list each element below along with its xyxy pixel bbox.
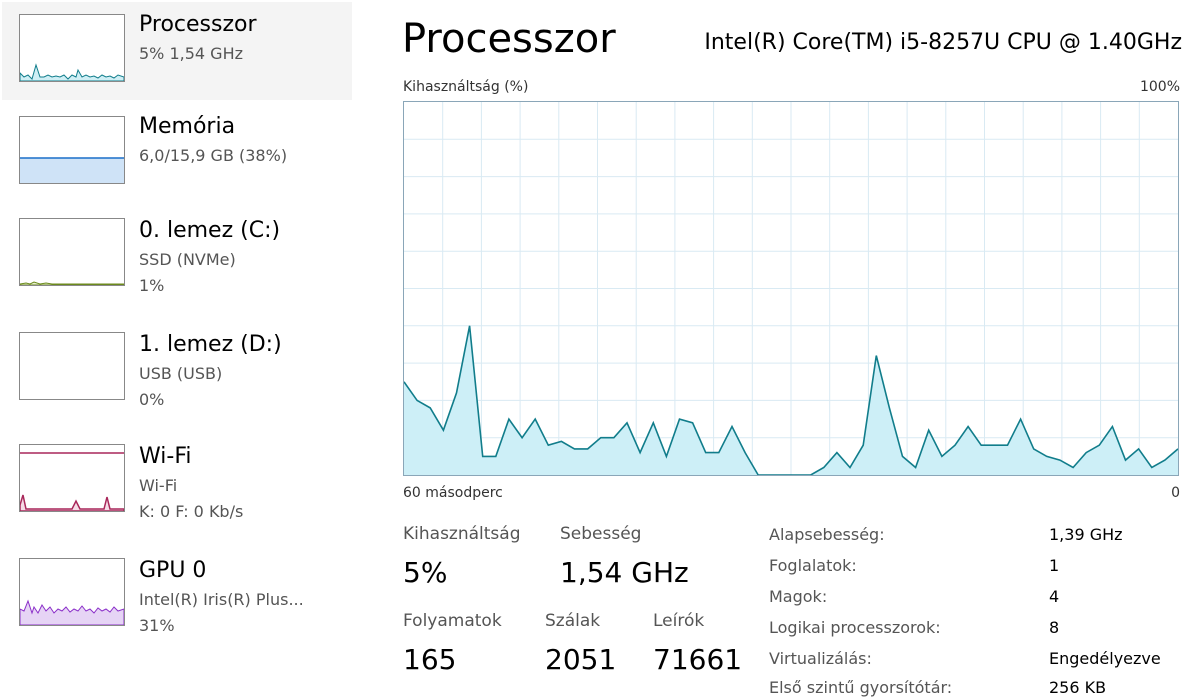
cpu-utilization-graph <box>403 101 1179 476</box>
detail-value: 1,39 GHz <box>1049 525 1123 544</box>
sidebar-subtitle: 5% 1,54 GHz <box>139 44 244 63</box>
gpu-mini-area <box>20 599 124 625</box>
sidebar-subtitle: SSD (NVMe) <box>139 250 236 269</box>
page-title: Processzor <box>402 16 616 62</box>
stat-speed-value: 1,54 GHz <box>560 556 689 589</box>
stat-utilization-label: Kihasználtság <box>403 524 521 544</box>
detail-value: 1 <box>1049 556 1060 575</box>
sidebar-subtitle: USB (USB) <box>139 364 223 383</box>
sidebar-item-gpu[interactable]: GPU 0 Intel(R) Iris(R) Plus... 31% <box>2 546 352 644</box>
gpu-mini-chart <box>20 599 124 625</box>
gpu-thumbnail-graph <box>19 558 125 626</box>
processzor-mini-chart <box>20 63 124 81</box>
lemez-c-thumbnail-graph <box>19 218 125 286</box>
cpu-utilization-chart <box>404 102 1178 475</box>
processzor-mini-area <box>20 63 124 81</box>
detail-value: Engedélyezve <box>1049 649 1161 668</box>
memoria-mini-chart <box>20 157 124 183</box>
detail-label: Első szintű gyorsítótár: <box>769 678 953 697</box>
stat-handles-value: 71661 <box>653 643 743 676</box>
sidebar-title: Memória <box>139 114 236 139</box>
sidebar-title: Wi-Fi <box>139 444 192 469</box>
sidebar-subtitle: 0% <box>139 390 165 409</box>
detail-value: 256 KB <box>1049 678 1107 697</box>
graph-grid <box>404 102 1178 475</box>
sidebar-subtitle: Wi-Fi <box>139 476 178 495</box>
lemez-c-mini-area <box>20 281 124 285</box>
cpu-model-name: Intel(R) Core(TM) i5-8257U CPU @ 1.40GHz <box>704 30 1182 55</box>
stat-processes-value: 165 <box>403 643 457 676</box>
detail-value: 4 <box>1049 587 1060 606</box>
detail-label: Alapsebesség: <box>769 525 885 544</box>
cpu-utilization-line <box>404 325 1178 475</box>
wifi-mini-area <box>20 494 124 511</box>
detail-label: Logikai processzorok: <box>769 618 941 637</box>
sidebar-subtitle: Intel(R) Iris(R) Plus... <box>139 590 304 609</box>
stat-utilization-value: 5% <box>403 556 448 589</box>
wifi-thumbnail-graph <box>19 444 125 512</box>
graph-y-label: Kihasználtság (%) <box>403 79 529 95</box>
cpu-utilization-area <box>404 325 1178 475</box>
sidebar-subtitle: 31% <box>139 616 175 635</box>
sidebar-item-memoria[interactable]: Memória 6,0/15,9 GB (38%) <box>2 104 352 202</box>
graph-time-span-label: 60 másodperc <box>403 485 503 501</box>
sidebar-item-lemez-d[interactable]: 1. lemez (D:) USB (USB) 0% <box>2 320 352 418</box>
sidebar-subtitle: K: 0 F: 0 Kb/s <box>139 502 244 521</box>
sidebar-title: GPU 0 <box>139 558 207 583</box>
lemez-d-thumbnail-graph <box>19 332 125 400</box>
stat-handles-label: Leírók <box>653 611 705 631</box>
lemez-d-mini-chart <box>20 333 124 399</box>
sidebar-item-lemez-c[interactable]: 0. lemez (C:) SSD (NVMe) 1% <box>2 206 352 304</box>
detail-label: Magok: <box>769 587 828 606</box>
sidebar: Processzor 5% 1,54 GHz Memória 6,0/15,9 … <box>0 0 352 696</box>
sidebar-item-processzor[interactable]: Processzor 5% 1,54 GHz <box>2 2 352 100</box>
stat-threads-label: Szálak <box>545 611 601 631</box>
graph-time-end-label: 0 <box>1171 485 1180 501</box>
sidebar-subtitle: 1% <box>139 276 165 295</box>
sidebar-item-wifi[interactable]: Wi-Fi Wi-Fi K: 0 F: 0 Kb/s <box>2 432 352 530</box>
sidebar-subtitle: 6,0/15,9 GB (38%) <box>139 146 288 165</box>
memoria-mini-fill <box>20 158 124 183</box>
detail-label: Foglalatok: <box>769 556 857 575</box>
stat-threads-value: 2051 <box>545 643 617 676</box>
lemez-c-mini-chart <box>20 281 124 285</box>
memoria-thumbnail-graph <box>19 116 125 184</box>
sidebar-title: Processzor <box>139 12 257 37</box>
sidebar-title: 1. lemez (D:) <box>139 332 282 357</box>
sidebar-title: 0. lemez (C:) <box>139 218 281 243</box>
processzor-thumbnail-graph <box>19 14 125 82</box>
detail-value: 8 <box>1049 618 1060 637</box>
stat-speed-label: Sebesség <box>560 524 642 544</box>
detail-label: Virtualizálás: <box>769 649 872 668</box>
stat-processes-label: Folyamatok <box>403 611 502 631</box>
wifi-mini-chart <box>20 452 124 511</box>
graph-max-label: 100% <box>1139 79 1180 95</box>
